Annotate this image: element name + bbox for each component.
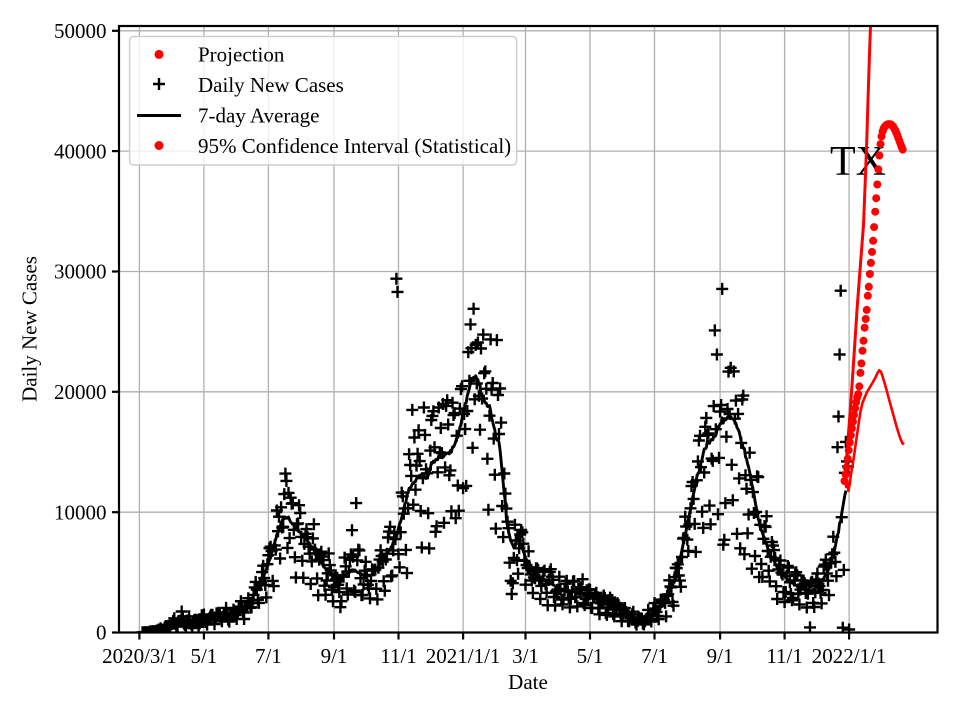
svg-text:11/1: 11/1	[766, 644, 803, 668]
svg-text:2020/3/1: 2020/3/1	[102, 644, 177, 668]
svg-text:40000: 40000	[54, 139, 107, 163]
svg-text:9/1: 9/1	[707, 644, 734, 668]
svg-text:3/1: 3/1	[512, 644, 539, 668]
svg-text:Projection: Projection	[198, 43, 285, 67]
svg-text:11/1: 11/1	[380, 644, 417, 668]
svg-text:Date: Date	[508, 670, 548, 694]
svg-text:50000: 50000	[54, 19, 107, 43]
svg-text:9/1: 9/1	[321, 644, 348, 668]
svg-text:5/1: 5/1	[190, 644, 217, 668]
svg-text:5/1: 5/1	[577, 644, 604, 668]
svg-text:20000: 20000	[54, 380, 107, 404]
svg-text:10000: 10000	[54, 500, 107, 524]
svg-text:Daily New Cases: Daily New Cases	[18, 256, 42, 402]
svg-text:30000: 30000	[54, 260, 107, 284]
svg-text:2022/1/1: 2022/1/1	[812, 644, 887, 668]
svg-text:7-day Average: 7-day Average	[198, 104, 319, 128]
svg-text:7/1: 7/1	[641, 644, 668, 668]
svg-text:7/1: 7/1	[255, 644, 282, 668]
svg-text:95% Confidence Interval (Stati: 95% Confidence Interval (Statistical)	[198, 134, 511, 158]
svg-text:0: 0	[96, 621, 107, 645]
svg-text:Daily New Cases: Daily New Cases	[198, 73, 344, 97]
svg-text:2021/1/1: 2021/1/1	[426, 644, 501, 668]
svg-text:TX: TX	[830, 139, 886, 185]
